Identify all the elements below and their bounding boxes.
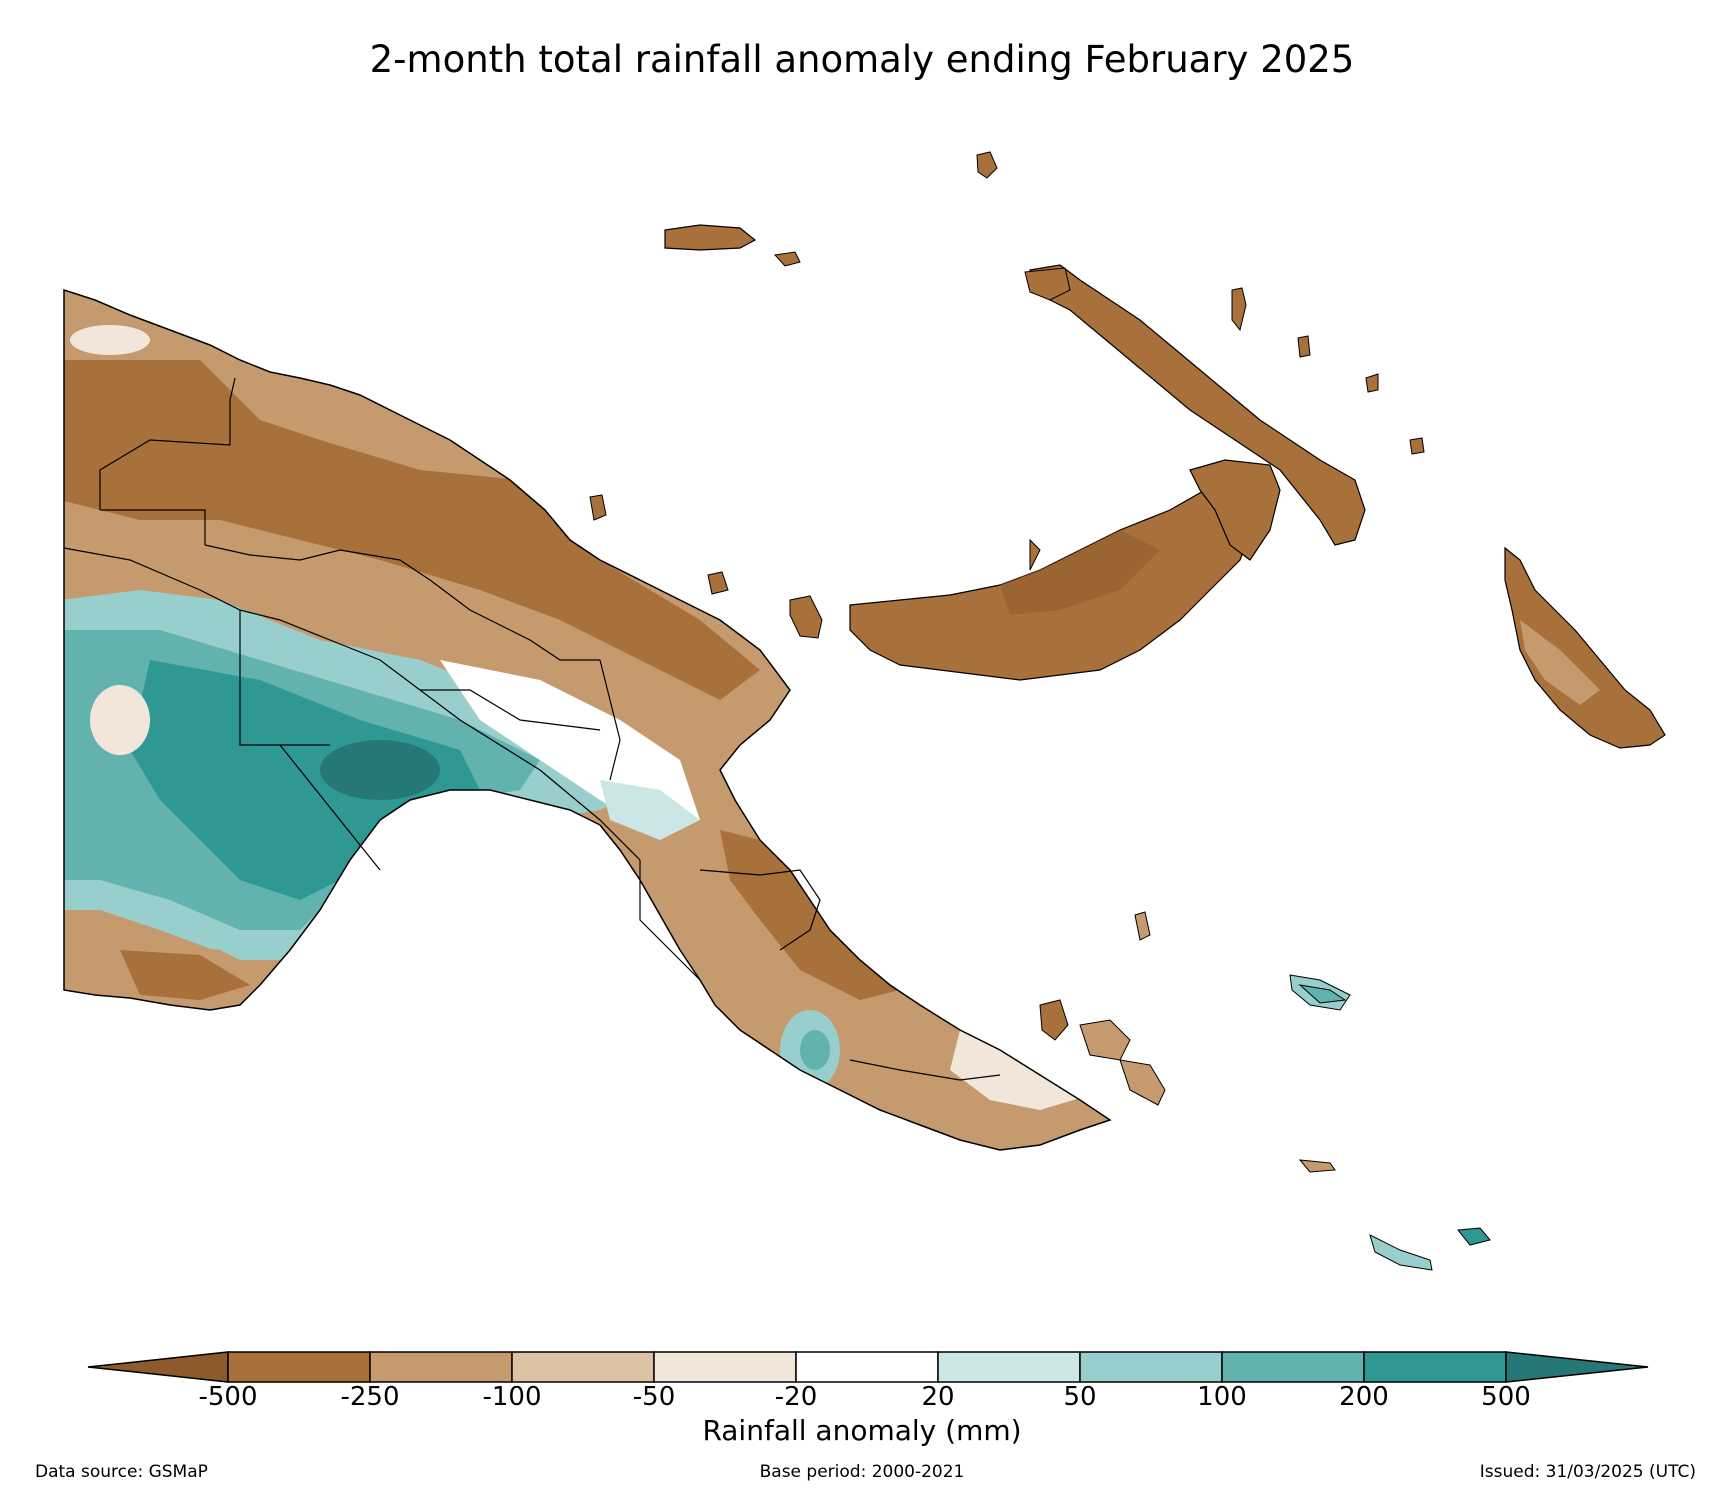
new-ireland-island: [1024, 264, 1366, 546]
legend-tick: 50: [1063, 1382, 1097, 1412]
legend-label: Rainfall anomaly (mm): [702, 1414, 1022, 1447]
colorbar-segment: [1079, 1351, 1223, 1383]
colorbar-segment: [653, 1351, 797, 1383]
colorbar-segment: [1221, 1351, 1365, 1383]
colorbar-segment: [795, 1351, 939, 1383]
new-britain-island: [849, 459, 1281, 681]
legend-tick: 500: [1481, 1382, 1531, 1412]
small-islands: [589, 151, 1491, 1271]
legend-tick: 20: [921, 1382, 955, 1412]
colorbar-segment: [511, 1351, 655, 1383]
colorbar-segment: [369, 1351, 513, 1383]
base-period-note: Base period: 2000-2021: [759, 1462, 965, 1482]
colorbar-segment: [1363, 1351, 1507, 1383]
legend-tick: -20: [774, 1382, 818, 1412]
map-title: 2-month total rainfall anomaly ending Fe…: [369, 38, 1355, 81]
legend-tick: -50: [632, 1382, 676, 1412]
colorbar-extend-low: [87, 1351, 229, 1383]
colorbar-segment: [227, 1351, 371, 1383]
legend-tick: -500: [198, 1382, 258, 1412]
colorbar: [87, 1351, 1649, 1383]
legend-tick: -250: [340, 1382, 400, 1412]
issued-date-note: Issued: 31/03/2025 (UTC): [1479, 1462, 1696, 1482]
legend-tick: -100: [482, 1382, 542, 1412]
manus-island: [664, 224, 801, 267]
colorbar-extend-high: [1505, 1351, 1649, 1383]
colorbar-segment: [937, 1351, 1081, 1383]
legend-tick: 100: [1197, 1382, 1247, 1412]
mainland-png: [63, 289, 1111, 1151]
bougainville-island: [1504, 546, 1666, 749]
legend-tick: 200: [1339, 1382, 1389, 1412]
data-source-note: Data source: GSMaP: [35, 1462, 208, 1482]
